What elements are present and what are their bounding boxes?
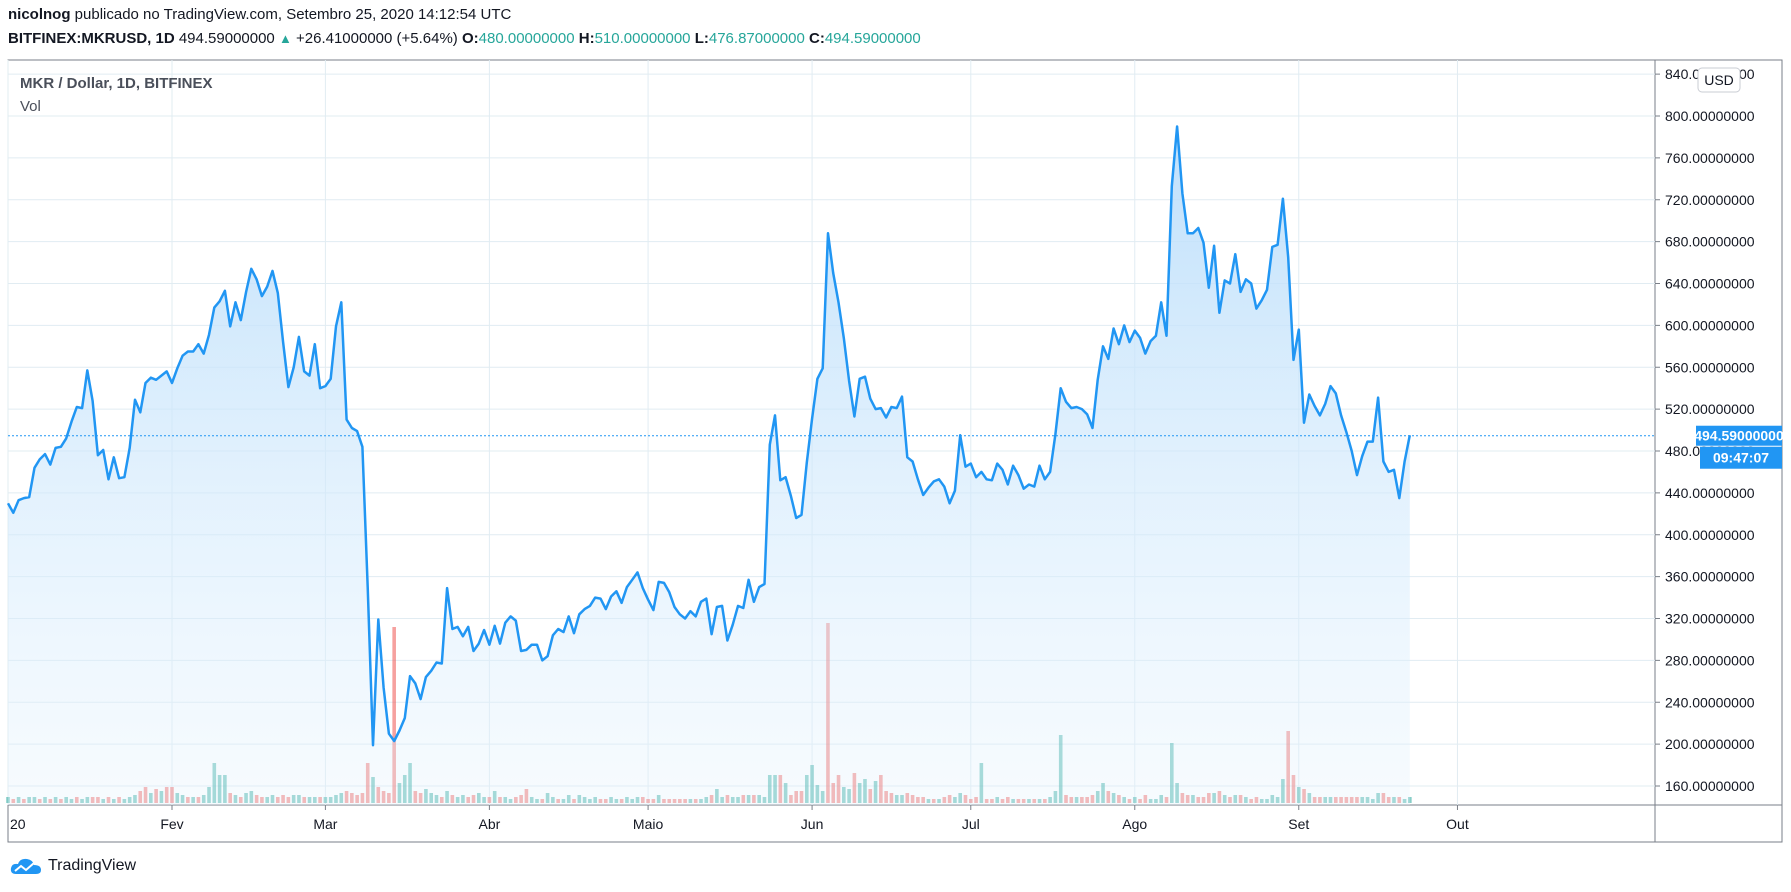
time-tick-label: Jul	[962, 816, 980, 832]
brand-name: TradingView	[48, 857, 137, 874]
time-tick-label: Out	[1446, 816, 1469, 832]
price-area-fill	[8, 126, 1410, 805]
currency-badge[interactable]: USD	[1697, 67, 1741, 93]
price-tick-label: 200.00000000	[1665, 736, 1755, 752]
low-value: 476.87000000	[708, 30, 805, 47]
volume-bar	[392, 627, 396, 803]
price-tick-label: 280.00000000	[1665, 652, 1755, 668]
low-label: L:	[694, 30, 709, 47]
up-triangle-icon: ▲	[278, 31, 292, 46]
high-value: 510.00000000	[594, 30, 691, 47]
open-label: O:	[461, 30, 479, 47]
price-tick-label: 560.00000000	[1665, 359, 1755, 375]
cloud-logo-icon	[10, 858, 41, 874]
change-value: +26.41000000 (+5.64%)	[296, 30, 458, 47]
currency-badge-label: USD	[1704, 72, 1734, 88]
time-tick-label: 20	[10, 816, 26, 832]
volume-bar	[1408, 797, 1412, 803]
tradingview-brand[interactable]: TradingView	[10, 856, 136, 876]
close-value: 494.59000000	[824, 30, 921, 47]
time-tick-label: Abr	[478, 816, 500, 832]
time-scale-ticks[interactable]: 20 Fev Mar Abr Maio Jun Jul Ago Set Out	[7, 805, 1469, 832]
last-price-badge-label: 494.59000000	[1694, 428, 1784, 444]
legend-vol: Vol	[20, 98, 41, 115]
countdown-label: 09:47:07	[1713, 450, 1769, 466]
time-tick-label: Ago	[1122, 816, 1147, 832]
price-tick-label: 160.00000000	[1665, 778, 1755, 794]
time-tick-label: Set	[1288, 816, 1309, 832]
time-tick-label: Jun	[801, 816, 824, 832]
legend-title: MKR / Dollar, 1D, BITFINEX	[20, 75, 213, 92]
price-tick-label: 680.00000000	[1665, 234, 1755, 250]
price-tick-label: 320.00000000	[1665, 611, 1755, 627]
time-tick-label: Fev	[160, 816, 183, 832]
price-tick-label: 720.00000000	[1665, 192, 1755, 208]
volume-bar	[6, 797, 10, 803]
price-tick-label: 360.00000000	[1665, 569, 1755, 585]
open-value: 480.00000000	[478, 30, 575, 47]
last-price-badge: 494.59000000 09:47:07	[1694, 425, 1784, 469]
price-tick-label: 600.00000000	[1665, 317, 1755, 333]
time-tick-label: Maio	[633, 816, 664, 832]
publish-info: nicolnog publicado no TradingView.com, S…	[8, 6, 511, 23]
symbol-label: BITFINEX:MKRUSD, 1D	[8, 30, 175, 47]
time-tick-label: Mar	[313, 816, 337, 832]
price-tick-label: 240.00000000	[1665, 694, 1755, 710]
publish-text: publicado no TradingView.com, Setembro 2…	[74, 6, 512, 23]
author-name: nicolnog	[8, 6, 71, 23]
price-tick-label: 400.00000000	[1665, 527, 1755, 543]
price-tick-label: 640.00000000	[1665, 276, 1755, 292]
close-label: C:	[808, 30, 825, 47]
price-tick-label: 760.00000000	[1665, 150, 1755, 166]
price-tick-label: 520.00000000	[1665, 401, 1755, 417]
last-price-value: 494.59000000	[178, 30, 275, 47]
ohlc-header: BITFINEX:MKRUSD, 1D 494.59000000 ▲ +26.4…	[8, 30, 921, 47]
price-tick-label: 800.00000000	[1665, 108, 1755, 124]
price-line	[6, 125, 1412, 747]
high-label: H:	[578, 30, 595, 47]
price-tick-label: 440.00000000	[1665, 485, 1755, 501]
